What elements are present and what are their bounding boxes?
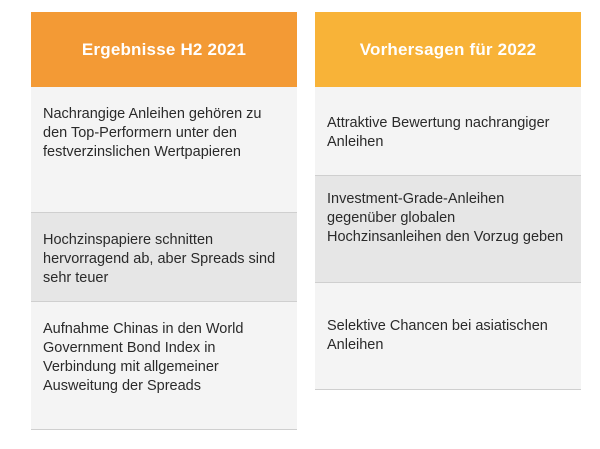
forecast-item-valuation: Attraktive Bewertung nachrangiger Anleih… — [315, 87, 581, 176]
results-item-high-yield: Hochzinspapiere schnitten hervorragend a… — [31, 213, 297, 302]
results-h2-2021-column: Ergebnisse H2 2021 Nachrangige Anleihen … — [31, 12, 297, 430]
forecasts-column-header: Vorhersagen für 2022 — [315, 12, 581, 87]
results-item-china-wgbi: Aufnahme Chinas in den World Government … — [31, 302, 297, 430]
forecast-item-asian-bonds: Selektive Chancen bei asiatischen Anleih… — [315, 283, 581, 390]
results-item-subordinated-bonds: Nachrangige Anleihen gehören zu den Top-… — [31, 87, 297, 213]
forecast-item-investment-grade: Investment-Grade-Anleihen gegenüber glob… — [315, 176, 581, 283]
forecasts-2022-column: Vorhersagen für 2022 Attraktive Bewertun… — [315, 12, 581, 390]
results-column-header: Ergebnisse H2 2021 — [31, 12, 297, 87]
